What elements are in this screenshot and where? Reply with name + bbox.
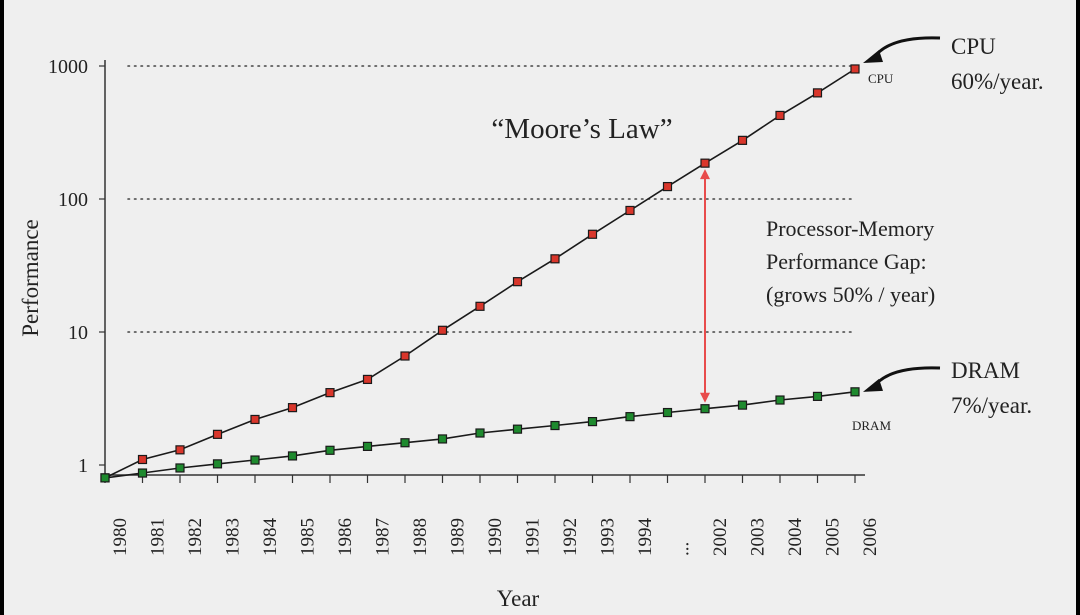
gap-label-line1: Processor-Memory: [766, 216, 934, 241]
x-tick-label-0: 1980: [110, 518, 131, 556]
x-tick-label-7: 1987: [373, 518, 394, 556]
x-tick-label-6: 1986: [335, 518, 356, 556]
axes: 1 10 100 1000 1980 1981 1982 1983 1984 1985 1986 19…: [48, 56, 881, 556]
gap-arrow-head-bottom: [700, 392, 710, 403]
data-point-dram-6: [325, 445, 335, 455]
gap-arrow-head-top: [700, 169, 710, 180]
data-point-cpu-16: [700, 158, 710, 168]
data-point-cpu-10: [475, 301, 485, 311]
data-point-cpu-2: [175, 445, 185, 455]
series-line-cpu: [104, 68, 856, 479]
x-tick-label-5: 1985: [298, 518, 319, 556]
data-point-dram-9: [437, 434, 448, 444]
data-point-dram-1: [137, 468, 148, 478]
x-tick-label-3: 1983: [223, 518, 244, 556]
x-tick-label-2: 1982: [185, 518, 206, 556]
gap-label-line2: Performance Gap:: [766, 249, 927, 274]
cpu-line-label: CPU: [868, 71, 894, 86]
chart-title: “Moore’s Law”: [491, 113, 672, 145]
data-point-cpu-11: [512, 277, 523, 287]
cpu-rate-label: 60%/year.: [951, 69, 1044, 94]
data-point-dram-10: [475, 428, 485, 438]
cpu-callout-curve: [871, 36, 941, 60]
y-tick-label-100: 100: [58, 189, 88, 211]
x-tick-label-8: 1988: [410, 518, 431, 556]
x-tick-label-4: 1984: [260, 518, 281, 557]
data-point-cpu-14: [625, 205, 635, 216]
x-tick-label-19: 2005: [823, 518, 844, 556]
x-tick-label-9: 1989: [448, 518, 469, 556]
data-point-cpu-3: [212, 429, 223, 439]
data-point-cpu-17: [737, 135, 748, 145]
x-tick-label-1: 1981: [148, 518, 169, 556]
data-point-dram-13: [587, 416, 598, 427]
data-point-cpu-19: [812, 88, 823, 98]
data-point-cpu-8: [400, 351, 410, 361]
data-point-dram-5: [287, 451, 298, 461]
x-tick-label-11: 1991: [523, 518, 544, 556]
x-tick-label-16: 2002: [710, 518, 731, 556]
data-point-dram-4: [250, 455, 260, 465]
x-tick-label-20: 2006: [860, 518, 881, 556]
x-tick-label-18: 2004: [785, 518, 806, 557]
annotations: “Moore’s Law” CPU CPU 60%/year. DRAM DRA…: [18, 34, 1044, 611]
data-point-cpu-9: [437, 325, 448, 335]
x-tick-label-13: 1993: [598, 518, 619, 556]
data-point-cpu-20: [850, 64, 860, 74]
x-tick-label-15: ...: [673, 542, 694, 556]
x-tick-label-10: 1990: [485, 518, 506, 556]
data-point-cpu-5: [287, 403, 298, 413]
data-point-dram-8: [400, 438, 410, 448]
data-series: [100, 64, 860, 483]
data-point-cpu-13: [587, 229, 598, 239]
data-point-cpu-6: [325, 388, 335, 398]
data-point-dram-3: [212, 459, 223, 469]
y-tick-label-1000: 1000: [48, 56, 88, 78]
cpu-callout-arrowhead: [863, 49, 883, 63]
data-point-dram-2: [175, 463, 185, 473]
data-point-dram-19: [812, 391, 823, 401]
y-tick-label-10: 10: [68, 322, 88, 344]
y-axis-title: Performance: [18, 219, 43, 337]
slide-frame: [4, 0, 1076, 615]
dram-callout-arrowhead: [863, 378, 883, 392]
data-point-cpu-15: [662, 181, 673, 192]
data-point-cpu-4: [250, 414, 260, 425]
data-point-dram-7: [362, 441, 373, 451]
data-point-dram-18: [775, 395, 785, 405]
y-tick-label-1: 1: [78, 455, 88, 477]
data-point-cpu-18: [775, 110, 785, 121]
data-point-cpu-1: [137, 454, 148, 465]
x-axis-title: Year: [497, 586, 540, 611]
dram-rate-title: DRAM: [951, 358, 1020, 383]
gap-label-line3: (grows 50% / year): [766, 282, 935, 307]
x-tick-label-14: 1994: [635, 518, 656, 557]
dram-callout-curve: [871, 366, 941, 389]
data-point-dram-0: [100, 473, 110, 483]
data-point-dram-14: [625, 412, 635, 422]
data-point-dram-12: [550, 420, 560, 431]
data-point-dram-15: [662, 407, 673, 418]
x-tick-label-17: 2003: [748, 518, 769, 556]
x-tick-label-12: 1992: [560, 518, 581, 556]
data-point-cpu-7: [362, 374, 373, 385]
data-point-dram-11: [512, 424, 523, 434]
dram-line-label: DRAM: [852, 418, 891, 433]
data-point-dram-20: [850, 387, 860, 397]
cpu-rate-title: CPU: [951, 34, 996, 59]
dram-rate-label: 7%/year.: [951, 393, 1032, 418]
gridlines: [127, 65, 856, 333]
data-point-dram-16: [700, 404, 710, 414]
data-point-dram-17: [737, 400, 748, 410]
data-point-cpu-12: [550, 254, 560, 264]
